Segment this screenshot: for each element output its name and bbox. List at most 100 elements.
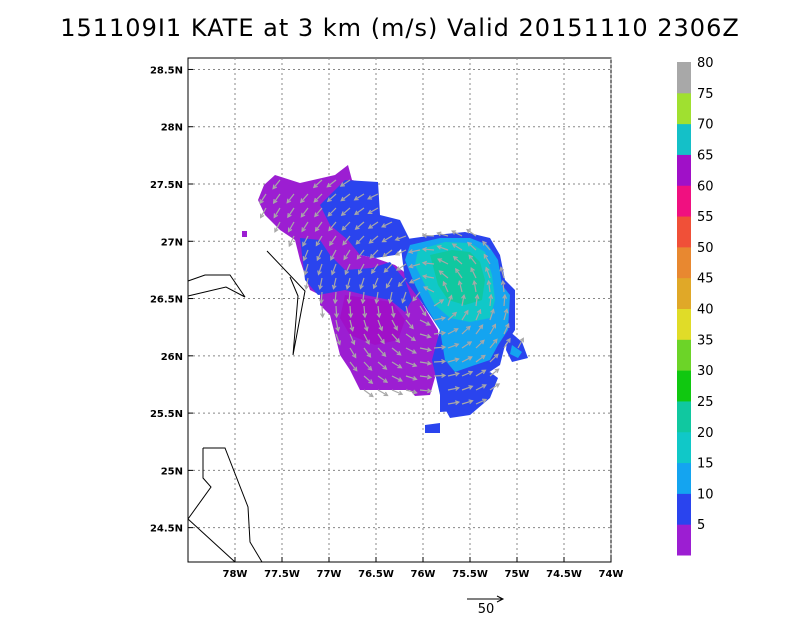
- wind-vector-head: [330, 255, 335, 261]
- wind-vector-head: [334, 313, 339, 319]
- wind-vector-head: [409, 324, 414, 330]
- wind-vector-head: [367, 365, 373, 371]
- wind-vector-head: [288, 241, 293, 248]
- wind-vector: [355, 235, 365, 245]
- wind-vector-head: [319, 313, 325, 319]
- wind-vector: [437, 245, 449, 251]
- wind-vector: [391, 361, 402, 369]
- wind-vector: [475, 384, 487, 391]
- colorbar-swatch: [677, 185, 691, 217]
- wind-vector-head: [302, 241, 307, 247]
- wind-vector: [405, 333, 416, 341]
- wind-vector-head: [287, 227, 293, 233]
- wind-vector: [343, 249, 351, 260]
- wind-vector-head: [426, 347, 432, 352]
- wind-vector: [482, 241, 491, 251]
- wind-vector: [461, 400, 473, 405]
- wind-vector-head: [273, 213, 279, 219]
- wind-vector-head: [485, 266, 490, 272]
- wind-vector-head: [393, 325, 398, 331]
- colorbar-label: 40: [697, 303, 714, 318]
- wind-speed-region: [340, 295, 405, 345]
- wind-vector: [260, 207, 267, 218]
- wind-vector: [369, 249, 379, 259]
- wind-speed-region: [300, 238, 412, 312]
- wind-vector: [313, 193, 323, 203]
- wind-vector: [327, 193, 337, 202]
- wind-vector-head: [421, 246, 427, 252]
- wind-vector: [288, 235, 295, 247]
- wind-vector: [451, 230, 463, 237]
- wind-vector-head: [374, 298, 380, 305]
- colorbar-swatch: [677, 154, 691, 186]
- wind-vector-head: [491, 323, 497, 329]
- wind-vector-head: [482, 240, 487, 246]
- colorbar-label: 70: [697, 118, 714, 133]
- wind-vector-head: [318, 284, 323, 291]
- wind-vector-head: [464, 309, 469, 315]
- wind-vector: [461, 385, 473, 391]
- wind-vector-head: [351, 353, 357, 359]
- wind-vector: [368, 207, 379, 214]
- wind-vector-head: [371, 269, 376, 275]
- wind-vector-head: [354, 225, 360, 230]
- wind-vector: [433, 346, 446, 349]
- wind-vector: [300, 193, 309, 203]
- wind-vector: [401, 291, 407, 303]
- wind-speed-region: [443, 372, 498, 418]
- colorbar-swatch: [677, 400, 691, 433]
- colorbar-label: 60: [697, 179, 714, 194]
- wind-vector-head: [352, 366, 358, 372]
- colorbar-label: 30: [697, 364, 714, 379]
- wind-vector: [485, 267, 491, 279]
- wind-vector: [340, 179, 351, 187]
- wind-vector-head: [274, 227, 279, 233]
- wind-vector: [489, 383, 500, 391]
- lon-tick-label: 76.5W: [358, 569, 394, 580]
- wind-vector: [489, 339, 498, 349]
- wind-vector-head: [360, 298, 366, 305]
- wind-vector: [405, 375, 417, 380]
- wind-vector-head: [369, 253, 375, 259]
- wind-vector-head: [315, 241, 321, 247]
- colorbar-label: 45: [697, 272, 714, 287]
- wind-vector: [447, 295, 453, 307]
- wind-vector-head: [314, 226, 320, 232]
- wind-vector: [356, 249, 365, 260]
- wind-vector-head: [482, 398, 488, 404]
- colorbar-label: 35: [697, 333, 714, 348]
- wind-vector-head: [350, 340, 356, 346]
- wind-vector: [363, 333, 370, 345]
- wind-vector-head: [412, 362, 418, 368]
- wind-vector: [422, 234, 435, 237]
- wind-vector-head: [367, 195, 373, 200]
- wind-vector-head: [455, 267, 460, 273]
- wind-vector: [331, 263, 337, 275]
- wind-vector: [349, 319, 354, 331]
- wind-vector: [286, 193, 295, 204]
- wind-vector: [489, 309, 495, 321]
- wind-vector-head: [466, 241, 472, 247]
- wind-vector: [381, 221, 393, 228]
- wind-vector: [395, 235, 407, 241]
- wind-vector: [466, 229, 477, 237]
- colorbar-label: 25: [697, 395, 714, 410]
- wind-vector: [473, 281, 477, 293]
- wind-vector: [330, 249, 337, 260]
- wind-vector: [419, 389, 431, 392]
- wind-vector: [461, 326, 471, 335]
- wind-vector: [321, 305, 324, 318]
- wind-vector: [305, 277, 309, 289]
- wind-vector-head: [421, 311, 427, 317]
- wind-vector: [287, 207, 295, 218]
- coastline-andros: [187, 448, 212, 520]
- wind-vector-head: [381, 237, 387, 243]
- lon-tick-label: 75W: [505, 569, 530, 580]
- wind-vector-head: [421, 233, 427, 238]
- wind-vector-head: [301, 227, 306, 233]
- wind-vector: [313, 179, 323, 188]
- wind-vector-head: [502, 293, 508, 299]
- lon-tick-label: 74W: [599, 569, 624, 580]
- wind-vector-head: [423, 286, 429, 291]
